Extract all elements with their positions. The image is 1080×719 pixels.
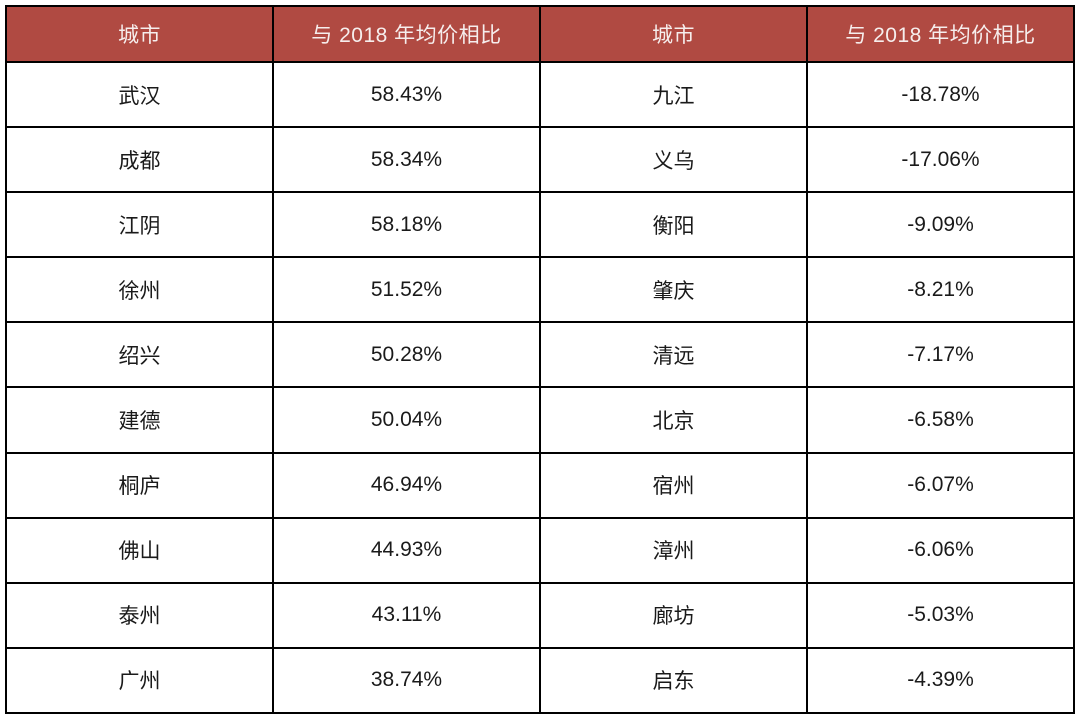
city-cell: 肇庆: [539, 256, 808, 324]
header-cell-comparison-right: 与 2018 年均价相比: [806, 5, 1075, 63]
table-row: 广州 38.74% 启东 -4.39%: [5, 646, 1075, 715]
city-cell: 衡阳: [539, 191, 808, 259]
city-cell: 清远: [539, 321, 808, 389]
value-cell: 58.43%: [272, 60, 541, 129]
value-cell: 44.93%: [272, 516, 541, 584]
value-cell: -6.58%: [806, 386, 1075, 454]
table-row: 泰州 43.11% 廊坊 -5.03%: [5, 581, 1075, 649]
city-cell: 泰州: [5, 581, 274, 649]
value-cell: -4.39%: [806, 646, 1075, 715]
city-cell: 佛山: [5, 516, 274, 584]
table-row: 桐庐 46.94% 宿州 -6.07%: [5, 451, 1075, 519]
value-cell: 58.18%: [272, 191, 541, 259]
table-row: 江阴 58.18% 衡阳 -9.09%: [5, 191, 1075, 259]
table-row: 建德 50.04% 北京 -6.58%: [5, 386, 1075, 454]
table-row: 武汉 58.43% 九江 -18.78%: [5, 60, 1075, 129]
city-cell: 宿州: [539, 451, 808, 519]
table-row: 徐州 51.52% 肇庆 -8.21%: [5, 256, 1075, 324]
value-cell: 38.74%: [272, 646, 541, 715]
table-row: 成都 58.34% 义乌 -17.06%: [5, 126, 1075, 194]
price-comparison-table: 城市 与 2018 年均价相比 城市 与 2018 年均价相比 武汉 58.43%…: [5, 5, 1075, 715]
value-cell: 50.28%: [272, 321, 541, 389]
value-cell: -7.17%: [806, 321, 1075, 389]
table-row: 佛山 44.93% 漳州 -6.06%: [5, 516, 1075, 584]
value-cell: 58.34%: [272, 126, 541, 194]
city-cell: 廊坊: [539, 581, 808, 649]
header-cell-city-left: 城市: [5, 5, 274, 63]
header-row: 城市 与 2018 年均价相比 城市 与 2018 年均价相比: [5, 5, 1075, 63]
value-cell: 50.04%: [272, 386, 541, 454]
value-cell: -18.78%: [806, 60, 1075, 129]
value-cell: -17.06%: [806, 126, 1075, 194]
value-cell: 43.11%: [272, 581, 541, 649]
city-cell: 成都: [5, 126, 274, 194]
city-cell: 北京: [539, 386, 808, 454]
city-cell: 漳州: [539, 516, 808, 584]
table-header: 城市 与 2018 年均价相比 城市 与 2018 年均价相比: [5, 5, 1075, 63]
city-cell: 武汉: [5, 60, 274, 129]
value-cell: -6.07%: [806, 451, 1075, 519]
header-cell-city-right: 城市: [539, 5, 808, 63]
price-comparison-table-container: 城市 与 2018 年均价相比 城市 与 2018 年均价相比 武汉 58.43%…: [5, 5, 1075, 715]
value-cell: -9.09%: [806, 191, 1075, 259]
header-cell-comparison-left: 与 2018 年均价相比: [272, 5, 541, 63]
value-cell: -5.03%: [806, 581, 1075, 649]
city-cell: 义乌: [539, 126, 808, 194]
value-cell: 51.52%: [272, 256, 541, 324]
table-body: 武汉 58.43% 九江 -18.78% 成都 58.34% 义乌 -17.06% 江阴 58.1…: [5, 60, 1075, 715]
city-cell: 徐州: [5, 256, 274, 324]
city-cell: 桐庐: [5, 451, 274, 519]
city-cell: 江阴: [5, 191, 274, 259]
city-cell: 九江: [539, 60, 808, 129]
city-cell: 广州: [5, 646, 274, 715]
table-row: 绍兴 50.28% 清远 -7.17%: [5, 321, 1075, 389]
city-cell: 绍兴: [5, 321, 274, 389]
value-cell: -8.21%: [806, 256, 1075, 324]
city-cell: 启东: [539, 646, 808, 715]
value-cell: 46.94%: [272, 451, 541, 519]
value-cell: -6.06%: [806, 516, 1075, 584]
city-cell: 建德: [5, 386, 274, 454]
